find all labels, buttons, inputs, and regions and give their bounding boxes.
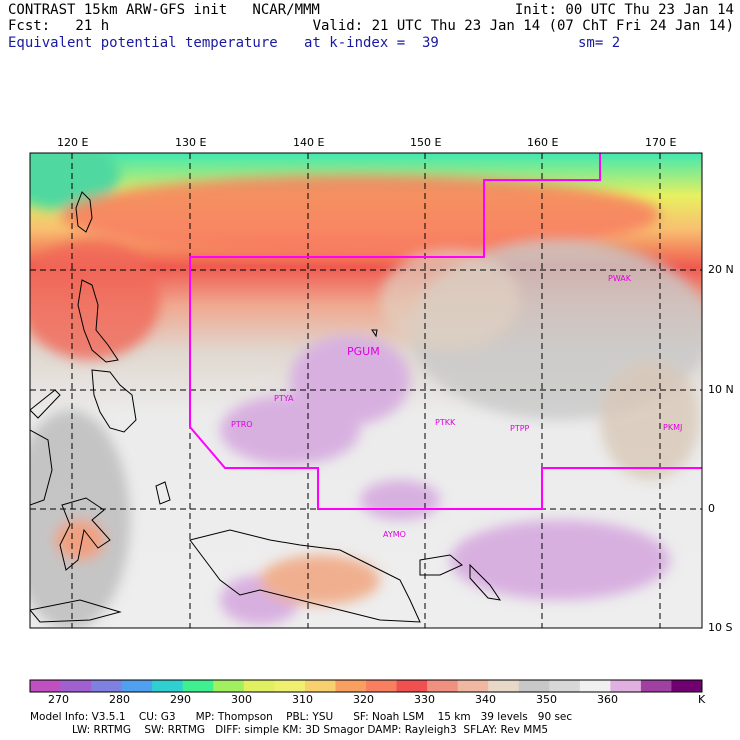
colorbar-swatch: [549, 680, 581, 692]
coast-visayas-mindanao: [91, 369, 137, 433]
station-pwak: PWAK: [608, 274, 632, 283]
k-index: at k-index = 39: [304, 35, 439, 51]
cb-unit: K: [698, 693, 706, 706]
coast-timor: [30, 599, 122, 623]
coast-luzon: [77, 279, 119, 363]
coast-palawan: [30, 389, 61, 419]
lon-label-170: 170 E: [645, 136, 677, 149]
lat-label-20n: 20 N: [708, 263, 734, 276]
violet-region-4: [450, 520, 670, 600]
station-ptkk: PTKK: [435, 418, 456, 427]
colorbar-swatch: [579, 680, 611, 692]
warm-band: [60, 175, 660, 255]
warm-band-west: [30, 240, 160, 360]
colorbar-swatch: [182, 680, 214, 692]
grey-region-west: [30, 410, 130, 628]
colorbar-swatch: [274, 680, 306, 692]
colorbar-swatch: [152, 680, 184, 692]
coast-newguinea: [189, 529, 421, 623]
init-time: Init: 00 UTC Thu 23 Jan 14: [514, 2, 734, 18]
cb-label-350: 350: [536, 693, 557, 706]
cb-label-270: 270: [48, 693, 69, 706]
cb-label-320: 320: [353, 693, 374, 706]
model-info-line1: Model Info: V3.5.1 CU: G3 MP: Thompson P…: [30, 711, 573, 723]
colorbar-swatch: [121, 680, 153, 692]
colorbar-swatch: [304, 680, 336, 692]
lon-label-130: 130 E: [175, 136, 207, 149]
colorbar-swatch: [213, 680, 245, 692]
valid-time: Valid: 21 UTC Thu 23 Jan 14 (07 ChT Fri …: [312, 18, 734, 34]
coast-guam: [371, 329, 378, 338]
colorbar-swatch: [91, 680, 123, 692]
colorbar-swatch: [488, 680, 520, 692]
cb-label-360: 360: [597, 693, 618, 706]
lon-label-160: 160 E: [527, 136, 559, 149]
station-pgum: PGUM: [347, 345, 380, 358]
violet-region-2: [220, 395, 360, 465]
coast-sulawesi: [59, 497, 111, 571]
tan-region: [380, 250, 520, 350]
colorbar-swatch: [60, 680, 92, 692]
colorbar-swatch: [396, 680, 428, 692]
lat-label-10n: 10 N: [708, 383, 734, 396]
coast-borneo: [30, 429, 53, 506]
colorbar-swatch: [427, 680, 459, 692]
colorbar-swatch: [671, 680, 703, 692]
map-frame: [29, 152, 703, 629]
coast-newbritain: [419, 554, 463, 576]
colorbar-swatch: [518, 680, 550, 692]
station-pkmj: PKMJ: [663, 423, 682, 432]
station-aymo: AYMO: [383, 530, 406, 539]
coast-solomons: [469, 563, 502, 601]
cb-label-310: 310: [292, 693, 313, 706]
colorbar-swatch: [243, 680, 275, 692]
model-info-line2: LW: RRTMG SW: RRTMG DIFF: simple KM: 3D …: [72, 724, 549, 736]
lon-label-120: 120 E: [57, 136, 89, 149]
station-ptro: PTRO: [231, 420, 253, 429]
cb-label-290: 290: [170, 693, 191, 706]
lat-label-10s: 10 S: [708, 621, 733, 634]
cb-label-300: 300: [231, 693, 252, 706]
forecast-hour: Fcst: 21 h: [8, 18, 110, 34]
cb-label-340: 340: [475, 693, 496, 706]
colorbar-swatch: [640, 680, 672, 692]
violet-region-3: [360, 480, 440, 520]
coast-halmahera: [155, 481, 171, 505]
model-title: CONTRAST 15km ARW-GFS init NCAR/MMM: [8, 2, 320, 18]
lat-label-0: 0: [708, 502, 715, 515]
field-name: Equivalent potential temperature: [8, 35, 278, 51]
warm-spot-newguinea: [260, 555, 380, 605]
smoothing: sm= 2: [578, 35, 621, 51]
station-ptya: PTYA: [274, 394, 294, 403]
colorbar-swatch: [457, 680, 489, 692]
cb-label-280: 280: [109, 693, 130, 706]
colorbar-frame: [29, 679, 703, 693]
tan-region-east: [600, 360, 700, 480]
lon-label-140: 140 E: [293, 136, 325, 149]
colorbar-swatch: [366, 680, 398, 692]
colorbar-swatch: [30, 680, 62, 692]
region-boundary: [189, 153, 702, 510]
lon-label-150: 150 E: [410, 136, 442, 149]
cb-label-330: 330: [414, 693, 435, 706]
colorbar-swatch: [610, 680, 642, 692]
colorbar-swatch: [335, 680, 367, 692]
station-ptpp: PTPP: [510, 424, 530, 433]
coast-taiwan: [75, 191, 93, 233]
colorbar: [29, 679, 703, 693]
